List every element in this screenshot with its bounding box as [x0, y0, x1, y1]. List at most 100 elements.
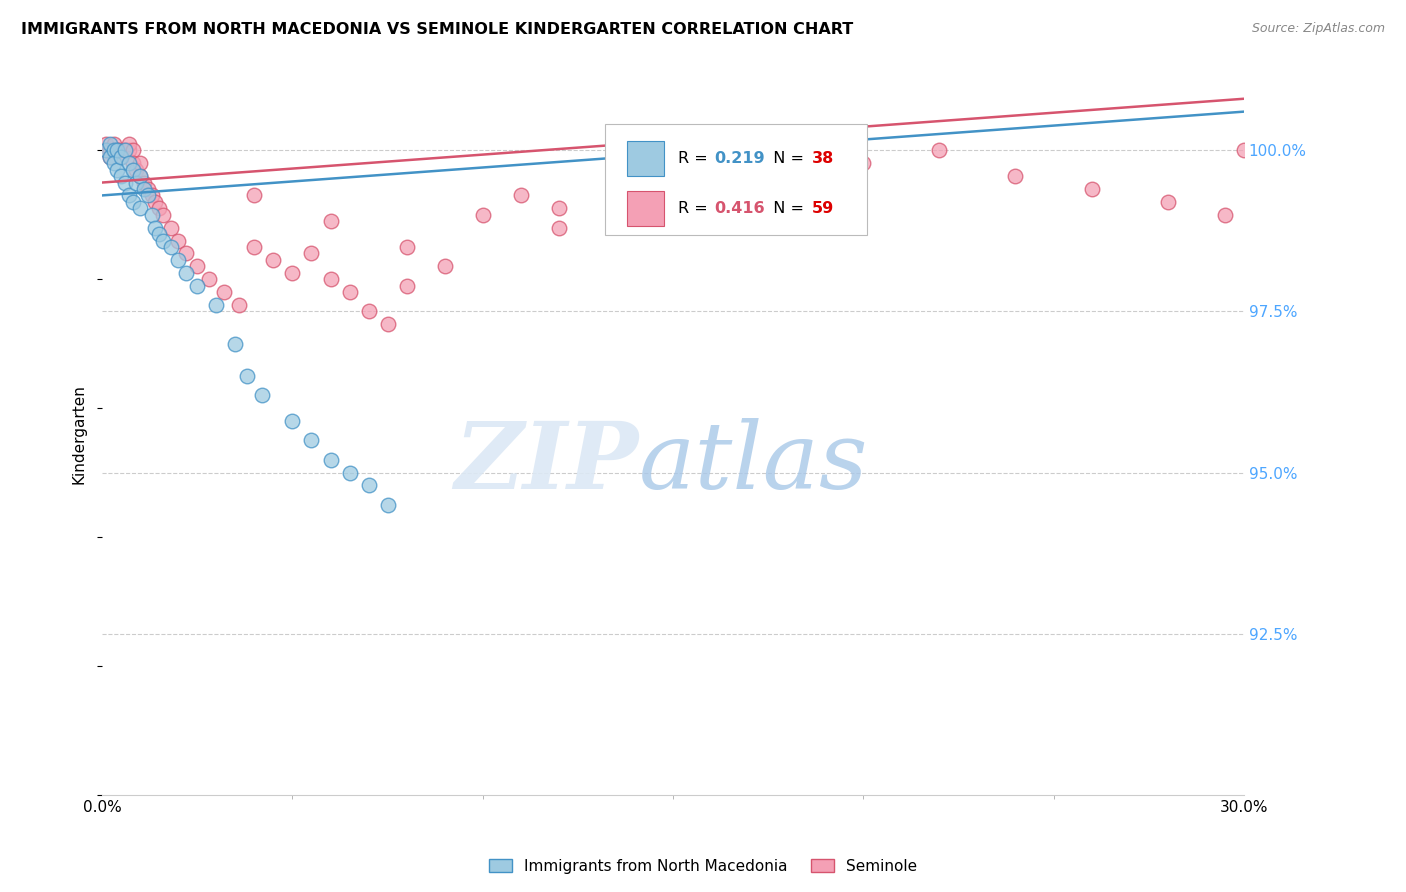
- Point: [114, 144, 136, 158]
- Point: [167, 234, 190, 248]
- Point: [357, 478, 380, 492]
- Point: [624, 176, 647, 190]
- Point: [121, 156, 143, 170]
- Point: [377, 498, 399, 512]
- Point: [159, 220, 181, 235]
- Point: [250, 388, 273, 402]
- Point: [118, 156, 141, 170]
- Point: [132, 176, 155, 190]
- Point: [114, 144, 136, 158]
- Point: [110, 150, 132, 164]
- Point: [107, 162, 129, 177]
- Point: [94, 144, 117, 158]
- Point: [395, 240, 418, 254]
- Point: [395, 278, 418, 293]
- Point: [125, 176, 148, 190]
- Point: [236, 368, 259, 383]
- Point: [159, 240, 181, 254]
- Point: [145, 194, 167, 209]
- Point: [471, 208, 494, 222]
- Point: [243, 188, 266, 202]
- Point: [114, 144, 136, 158]
- Point: [281, 414, 304, 428]
- Point: [186, 260, 208, 274]
- Point: [1233, 144, 1256, 158]
- Point: [148, 227, 170, 241]
- Point: [1213, 208, 1236, 222]
- Point: [224, 336, 246, 351]
- Point: [339, 466, 361, 480]
- Point: [339, 285, 361, 299]
- Point: [509, 188, 531, 202]
- Point: [129, 202, 152, 216]
- Legend: Immigrants from North Macedonia, Seminole: Immigrants from North Macedonia, Seminol…: [484, 853, 922, 880]
- Point: [377, 318, 399, 332]
- Text: N =: N =: [763, 151, 810, 166]
- Point: [152, 208, 174, 222]
- Point: [121, 144, 143, 158]
- Point: [98, 150, 121, 164]
- Text: R =: R =: [678, 151, 713, 166]
- Point: [145, 220, 167, 235]
- Point: [98, 136, 121, 151]
- Point: [301, 434, 323, 448]
- Point: [125, 162, 148, 177]
- Point: [433, 260, 456, 274]
- Point: [1080, 182, 1102, 196]
- Text: R =: R =: [678, 202, 713, 216]
- Point: [174, 266, 197, 280]
- Point: [136, 182, 159, 196]
- Point: [852, 156, 875, 170]
- Point: [928, 144, 950, 158]
- Point: [132, 182, 155, 196]
- Point: [167, 252, 190, 267]
- Point: [148, 202, 170, 216]
- Point: [107, 144, 129, 158]
- Point: [174, 246, 197, 260]
- Point: [141, 208, 163, 222]
- Point: [243, 240, 266, 254]
- Point: [319, 214, 342, 228]
- Point: [1004, 169, 1026, 183]
- Point: [776, 162, 799, 177]
- Point: [129, 169, 152, 183]
- Point: [129, 169, 152, 183]
- Text: 59: 59: [813, 202, 835, 216]
- Point: [121, 162, 143, 177]
- Point: [129, 156, 152, 170]
- Point: [98, 144, 121, 158]
- Point: [121, 194, 143, 209]
- Text: IMMIGRANTS FROM NORTH MACEDONIA VS SEMINOLE KINDERGARTEN CORRELATION CHART: IMMIGRANTS FROM NORTH MACEDONIA VS SEMIN…: [21, 22, 853, 37]
- Text: N =: N =: [763, 202, 810, 216]
- Point: [281, 266, 304, 280]
- Point: [547, 220, 569, 235]
- Point: [212, 285, 235, 299]
- Point: [357, 304, 380, 318]
- Point: [103, 144, 125, 158]
- Text: Source: ZipAtlas.com: Source: ZipAtlas.com: [1251, 22, 1385, 36]
- Point: [98, 150, 121, 164]
- Bar: [627, 192, 664, 226]
- Point: [700, 194, 723, 209]
- Point: [1156, 194, 1178, 209]
- Point: [152, 234, 174, 248]
- Point: [94, 144, 117, 158]
- Point: [110, 150, 132, 164]
- Point: [197, 272, 219, 286]
- Y-axis label: Kindergarten: Kindergarten: [72, 384, 86, 483]
- Text: 0.416: 0.416: [714, 202, 765, 216]
- Point: [103, 144, 125, 158]
- Point: [107, 144, 129, 158]
- Point: [301, 246, 323, 260]
- Text: ZIP: ZIP: [454, 417, 638, 508]
- Text: 38: 38: [813, 151, 835, 166]
- Point: [118, 136, 141, 151]
- Point: [110, 169, 132, 183]
- Point: [103, 156, 125, 170]
- Point: [186, 278, 208, 293]
- Point: [205, 298, 228, 312]
- Point: [262, 252, 284, 267]
- Point: [103, 136, 125, 151]
- Point: [110, 144, 132, 158]
- Point: [547, 202, 569, 216]
